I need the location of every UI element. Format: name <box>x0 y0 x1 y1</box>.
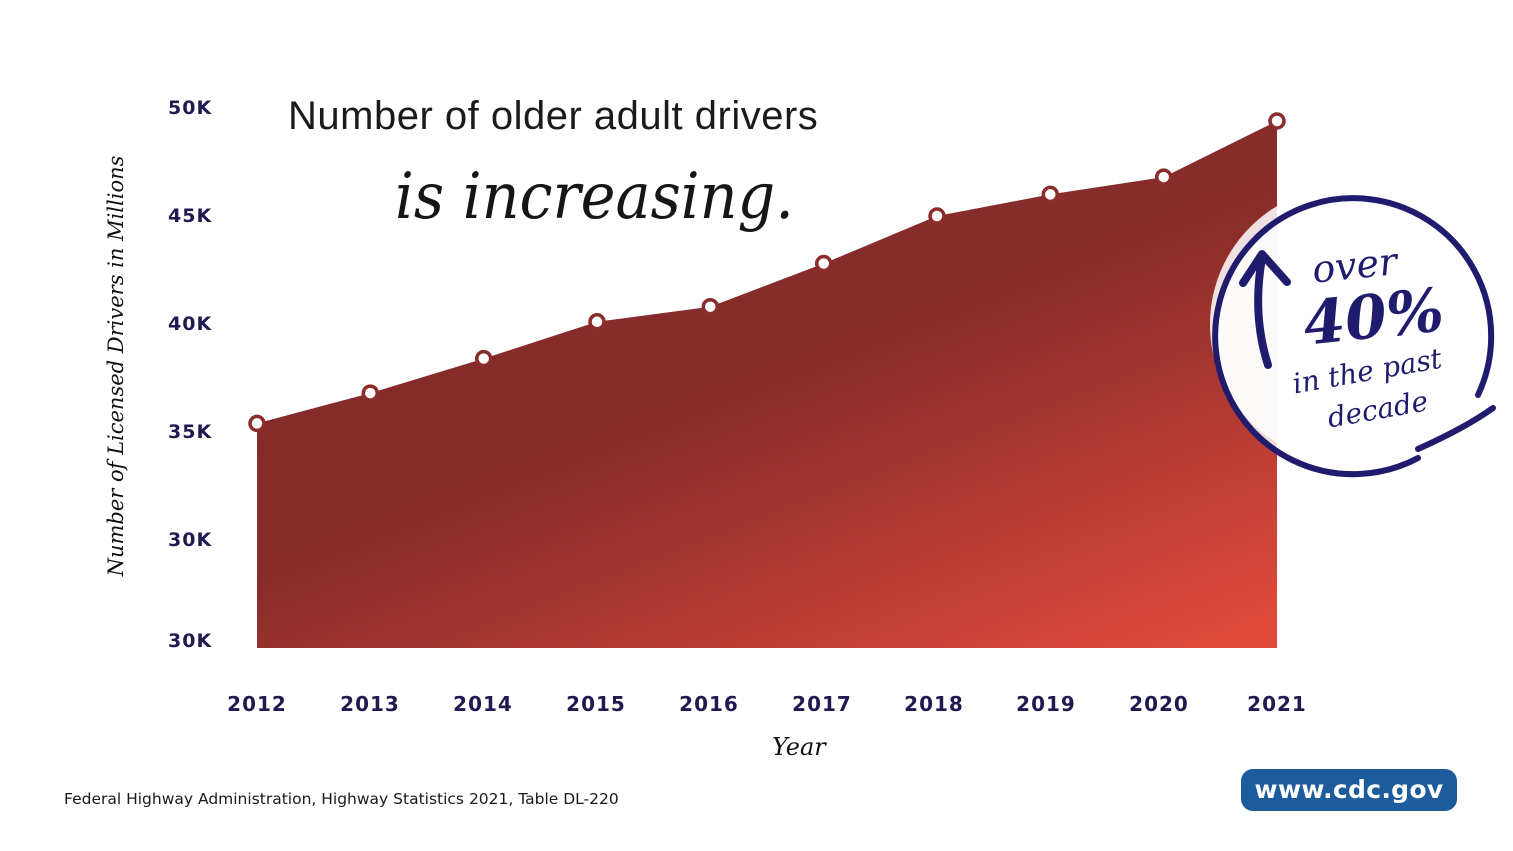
chart-subtitle: is increasing. <box>395 160 794 234</box>
x-axis-title: Year <box>772 733 826 761</box>
data-point-marker <box>814 254 833 273</box>
x-tick-label: 2021 <box>1247 692 1307 716</box>
y-tick-label: 30K <box>168 529 213 551</box>
cdc-website-link[interactable]: www.cdc.gov <box>1241 769 1457 811</box>
data-markers <box>248 112 1286 433</box>
source-citation: Federal Highway Administration, Highway … <box>64 790 619 808</box>
x-tick-label: 2014 <box>453 692 513 716</box>
y-tick-label: 35K <box>168 421 213 443</box>
y-tick-label: 40K <box>168 313 213 335</box>
x-tick-label: 2017 <box>792 692 852 716</box>
x-tick-label: 2012 <box>227 692 287 716</box>
data-point-marker <box>928 207 946 225</box>
x-tick-label: 2020 <box>1129 692 1189 716</box>
data-point-marker <box>1041 185 1060 204</box>
callout-circle <box>1209 186 1496 478</box>
x-tick-label: 2016 <box>679 692 739 716</box>
data-point-marker <box>1154 168 1173 186</box>
x-tick-label: 2019 <box>1016 692 1076 716</box>
y-tick-label: 45K <box>168 205 213 227</box>
data-point-marker <box>248 414 266 433</box>
y-tick-label: 50K <box>168 97 213 119</box>
x-tick-label: 2018 <box>904 692 964 716</box>
data-point-marker <box>701 297 720 316</box>
data-point-marker <box>474 349 493 368</box>
data-point-marker <box>1268 112 1286 130</box>
y-tick-label: 30K <box>168 630 213 652</box>
x-tick-label: 2013 <box>340 692 400 716</box>
x-tick-label: 2015 <box>566 692 626 716</box>
arrow-up-icon <box>1239 250 1291 369</box>
data-point-marker <box>361 384 380 402</box>
data-area <box>257 121 1277 648</box>
data-point-marker <box>588 313 606 331</box>
chart-title: Number of older adult drivers <box>288 94 819 138</box>
y-axis-title: Number of Licensed Drivers in Millions <box>104 155 128 577</box>
